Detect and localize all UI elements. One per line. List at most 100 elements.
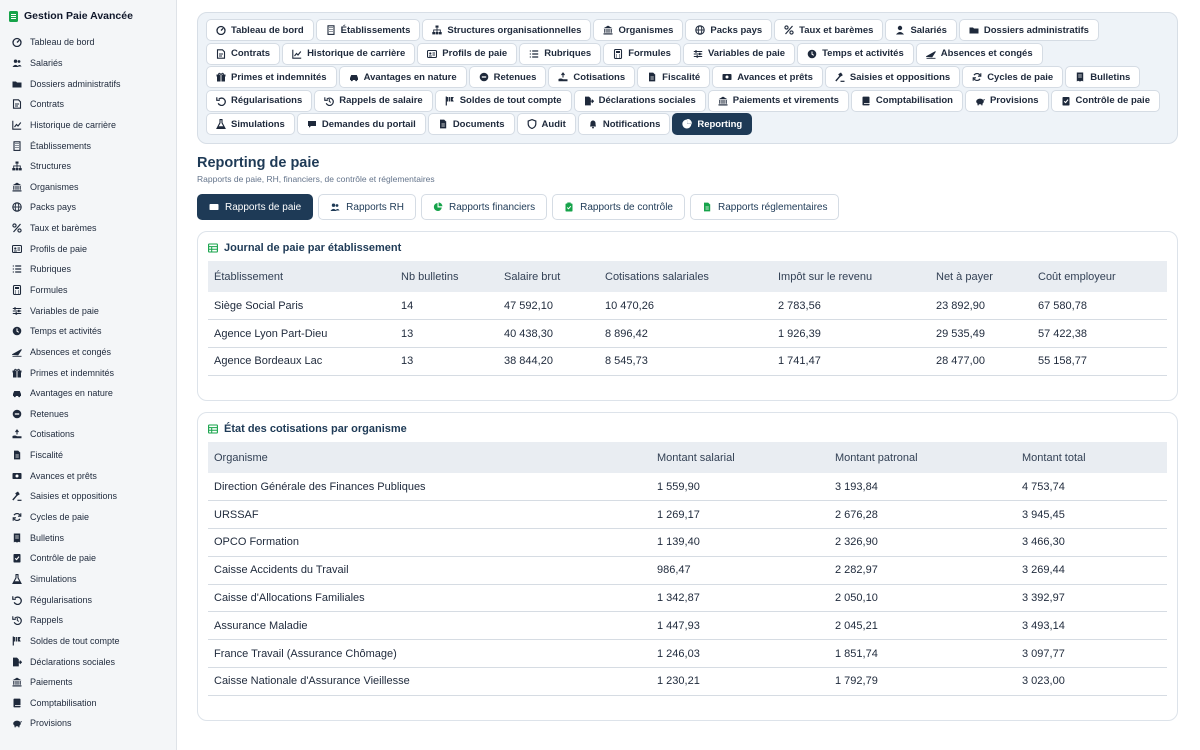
table-row[interactable]: Siège Social Paris 14 47 592,10 10 470,26 2 … xyxy=(208,292,1167,321)
tab-list[interactable]: Rubriques xyxy=(519,42,602,65)
tab-chart[interactable]: Historique de carrière xyxy=(282,42,416,65)
tab-book[interactable]: Comptabilisation xyxy=(850,89,963,112)
tab-folder[interactable]: Dossiers administratifs xyxy=(958,19,1099,41)
tab-bank[interactable]: Organismes xyxy=(593,19,684,41)
app-title[interactable]: Gestion Paie Avancée xyxy=(0,0,176,32)
tab-contract[interactable]: Contrats xyxy=(206,42,281,65)
sidebar-item-history[interactable]: Rappels xyxy=(0,610,176,631)
main-content: Tableau de bord Établissements Structures … xyxy=(177,0,1200,750)
sidebar-item-gift[interactable]: Primes et indemnités xyxy=(0,362,176,383)
sidebar-item-piggy[interactable]: Provisions xyxy=(0,713,176,734)
tab-percent[interactable]: Taux et barèmes xyxy=(774,19,884,41)
sidebar-item-sync[interactable]: Cycles de paie xyxy=(0,507,176,528)
table-row[interactable]: Caisse Nationale d'Assurance Vieillesse 1… xyxy=(208,667,1167,696)
table-row[interactable]: Direction Générale des Finances Publique… xyxy=(208,473,1167,502)
tab-export[interactable]: Déclarations sociales xyxy=(573,89,706,112)
table-row[interactable]: Caisse d'Allocations Familiales 1 342,87 2… xyxy=(208,584,1167,613)
sidebar-item-sitemap[interactable]: Structures xyxy=(0,156,176,177)
column-header: Montant salarial xyxy=(657,451,735,464)
tab-calc[interactable]: Formules xyxy=(603,42,681,65)
sidebar-item-flag[interactable]: Soldes de tout compte xyxy=(0,631,176,652)
tab-file[interactable]: Fiscalité xyxy=(637,66,711,88)
sidebar-item-hand[interactable]: Cotisations xyxy=(0,424,176,445)
tab-gavel[interactable]: Saisies et oppositions xyxy=(824,66,961,88)
subtab-users[interactable]: Rapports RH xyxy=(318,194,416,220)
sidebar-item-building[interactable]: Établissements xyxy=(0,135,176,156)
tab-sitemap[interactable]: Structures organisationnelles xyxy=(422,19,592,41)
subtab-pie[interactable]: Rapports financiers xyxy=(420,194,548,220)
journal-card: Journal de paie par établissement Établi… xyxy=(197,231,1178,401)
tab-dashboard[interactable]: Tableau de bord xyxy=(206,19,314,41)
sidebar-item-flask[interactable]: Simulations xyxy=(0,569,176,590)
tab-chat[interactable]: Demandes du portail xyxy=(296,113,426,135)
sidebar-item-file[interactable]: Fiscalité xyxy=(0,445,176,466)
gift-icon xyxy=(12,368,22,378)
table-row[interactable]: Assurance Maladie 1 447,93 2 045,21 3 493,1… xyxy=(208,611,1167,641)
tab-user[interactable]: Salariés xyxy=(885,19,957,41)
subtab-file[interactable]: Rapports réglementaires xyxy=(689,194,840,220)
sidebar-item-book[interactable]: Comptabilisation xyxy=(0,693,176,714)
tab-history[interactable]: Rappels de salaire xyxy=(314,89,433,112)
sidebar-item-percent[interactable]: Taux et barèmes xyxy=(0,218,176,239)
tab-piggy[interactable]: Provisions xyxy=(964,89,1049,112)
tab-sync[interactable]: Cycles de paie xyxy=(962,66,1064,88)
sidebar-item-undo[interactable]: Régularisations xyxy=(0,589,176,610)
sidebar-item-label: Contrôle de paie xyxy=(30,553,97,564)
sidebar-item-calc[interactable]: Formules xyxy=(0,280,176,301)
sidebar-item-idcard[interactable]: Profils de paie xyxy=(0,238,176,259)
tab-car[interactable]: Avantages en nature xyxy=(338,66,467,88)
sidebar-item-money[interactable]: Avances et prêts xyxy=(0,465,176,486)
tab-clock[interactable]: Temps et activités xyxy=(797,42,914,65)
table-row[interactable]: Caisse Accidents du Travail 986,47 2 282,9… xyxy=(208,556,1167,585)
tab-label: Avantages en nature xyxy=(363,71,457,83)
table-row[interactable]: Agence Lyon Part-Dieu 13 40 438,30 8 896,42… xyxy=(208,319,1167,349)
sidebar-item-bank[interactable]: Paiements xyxy=(0,672,176,693)
sidebar-item-check[interactable]: Contrôle de paie xyxy=(0,548,176,569)
tab-file[interactable]: Documents xyxy=(427,113,515,135)
sidebar-item-clock[interactable]: Temps et activités xyxy=(0,321,176,342)
tab-plane[interactable]: Absences et congés xyxy=(915,42,1043,65)
sidebar-item-label: Cotisations xyxy=(30,429,75,440)
tab-idcard[interactable]: Profils de paie xyxy=(417,42,518,65)
subtab-money[interactable]: Rapports de paie xyxy=(197,194,314,220)
sidebar-item-plane[interactable]: Absences et congés xyxy=(0,342,176,363)
tab-bank[interactable]: Paiements et virements xyxy=(707,89,849,112)
tab-flag[interactable]: Soldes de tout compte xyxy=(434,89,572,112)
tab-minus[interactable]: Retenues xyxy=(468,66,547,88)
tab-hand[interactable]: Cotisations xyxy=(548,66,636,88)
table-row[interactable]: France Travail (Assurance Chômage) 1 246,… xyxy=(208,639,1167,669)
subtab-clipboard[interactable]: Rapports de contrôle xyxy=(552,194,685,220)
tab-receipt[interactable]: Bulletins xyxy=(1065,66,1141,88)
sidebar-item-sliders[interactable]: Variables de paie xyxy=(0,300,176,321)
sidebar-item-folder[interactable]: Dossiers administratifs xyxy=(0,73,176,94)
tab-sliders[interactable]: Variables de paie xyxy=(682,42,796,65)
table-row[interactable]: URSSAF 1 269,17 2 676,28 3 945,45 xyxy=(208,500,1167,530)
tab-check[interactable]: Contrôle de paie xyxy=(1050,89,1160,112)
sidebar-item-export[interactable]: Déclarations sociales xyxy=(0,651,176,672)
sidebar-item-minus[interactable]: Retenues xyxy=(0,404,176,425)
tab-undo[interactable]: Régularisations xyxy=(206,89,313,112)
sidebar-item-contract[interactable]: Contrats xyxy=(0,94,176,115)
tab-pie[interactable]: Reporting xyxy=(672,113,753,135)
tab-money[interactable]: Avances et prêts xyxy=(712,66,823,88)
sidebar-item-list[interactable]: Rubriques xyxy=(0,259,176,280)
tab-shield[interactable]: Audit xyxy=(516,113,576,135)
sidebar-item-bank[interactable]: Organismes xyxy=(0,176,176,197)
percent-icon xyxy=(784,25,794,35)
sidebar-item-users[interactable]: Salariés xyxy=(0,53,176,74)
sidebar-item-dashboard[interactable]: Tableau de bord xyxy=(0,32,176,53)
tab-flask[interactable]: Simulations xyxy=(206,113,295,135)
sidebar-item-gavel[interactable]: Saisies et oppositions xyxy=(0,486,176,507)
sidebar-item-receipt[interactable]: Bulletins xyxy=(0,527,176,548)
tab-bell[interactable]: Notifications xyxy=(577,113,671,135)
sidebar-item-chart[interactable]: Historique de carrière xyxy=(0,115,176,136)
tab-globe[interactable]: Packs pays xyxy=(685,19,773,41)
table-cell: Caisse Nationale d'Assurance Vieillesse xyxy=(208,667,651,696)
sidebar-item-car[interactable]: Avantages en nature xyxy=(0,383,176,404)
tab-building[interactable]: Établissements xyxy=(315,19,421,41)
table-cell: 14 xyxy=(395,292,498,321)
table-row[interactable]: OPCO Formation 1 139,40 2 326,90 3 466,30 xyxy=(208,528,1167,557)
table-row[interactable]: Agence Bordeaux Lac 13 38 844,20 8 545,73 1 … xyxy=(208,347,1167,376)
tab-gift[interactable]: Primes et indemnités xyxy=(206,66,337,88)
sidebar-item-globe[interactable]: Packs pays xyxy=(0,197,176,218)
